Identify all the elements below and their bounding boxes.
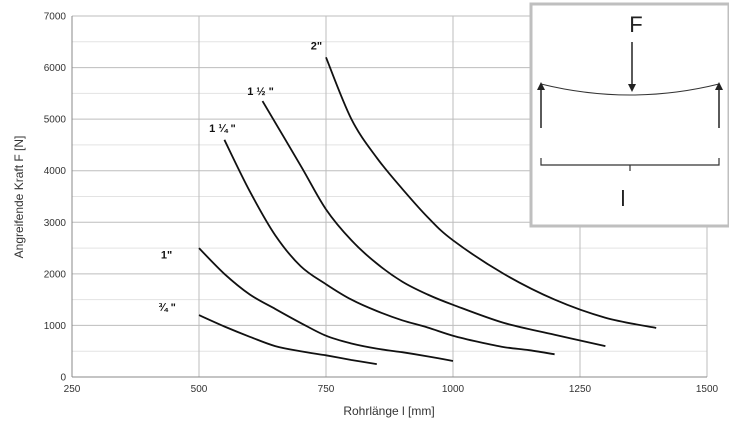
- series-label: 1": [161, 249, 172, 261]
- x-tick-label: 250: [64, 384, 81, 395]
- inset-beam-diagram: F l: [529, 2, 729, 228]
- y-tick-label: 5000: [44, 115, 67, 126]
- series-line: [198, 247, 454, 362]
- deflected-beam: [540, 83, 720, 96]
- x-axis-label: Rohrlänge l [mm]: [343, 404, 434, 418]
- x-tick-label: 1500: [696, 384, 719, 395]
- series-lines: [198, 56, 657, 365]
- y-tick-labels: 0 1000 2000 3000 4000 5000 6000 7000: [44, 12, 67, 384]
- series-line: [325, 56, 657, 329]
- left-support-arrowhead: [537, 82, 545, 90]
- y-tick-label: 4000: [44, 166, 67, 177]
- length-bracket: [540, 158, 720, 171]
- inset-frame: [529, 2, 729, 228]
- series-line: [198, 314, 377, 365]
- series-line: [261, 100, 606, 347]
- inset-force-label: F: [629, 12, 642, 37]
- inset-length-label: l: [621, 186, 626, 211]
- x-tick-label: 1000: [442, 384, 465, 395]
- series-labels: 2" 1 ½ " 1 ¼ " 1" ¾ ": [158, 41, 322, 314]
- y-axis-label: Angreifende Kraft F [N]: [12, 136, 26, 259]
- y-tick-label: 1000: [44, 321, 67, 332]
- y-tick-label: 6000: [44, 63, 67, 74]
- series-label: 1 ½ ": [247, 86, 274, 98]
- x-tick-label: 750: [318, 384, 335, 395]
- x-tick-labels: 250 500 750 1000 1250 1500: [64, 384, 719, 395]
- x-tick-label: 1250: [569, 384, 592, 395]
- x-tick-label: 500: [191, 384, 208, 395]
- series-label: 2": [311, 41, 322, 53]
- y-tick-label: 3000: [44, 218, 67, 229]
- force-arrow-head: [628, 84, 636, 92]
- right-support-arrowhead: [715, 82, 723, 90]
- y-tick-label: 2000: [44, 269, 67, 280]
- series-line: [223, 139, 555, 356]
- axes: [71, 16, 707, 378]
- y-tick-label: 7000: [44, 12, 67, 23]
- series-label: ¾ ": [158, 302, 175, 314]
- series-label: 1 ¼ ": [209, 123, 236, 135]
- y-tick-label: 0: [60, 373, 66, 384]
